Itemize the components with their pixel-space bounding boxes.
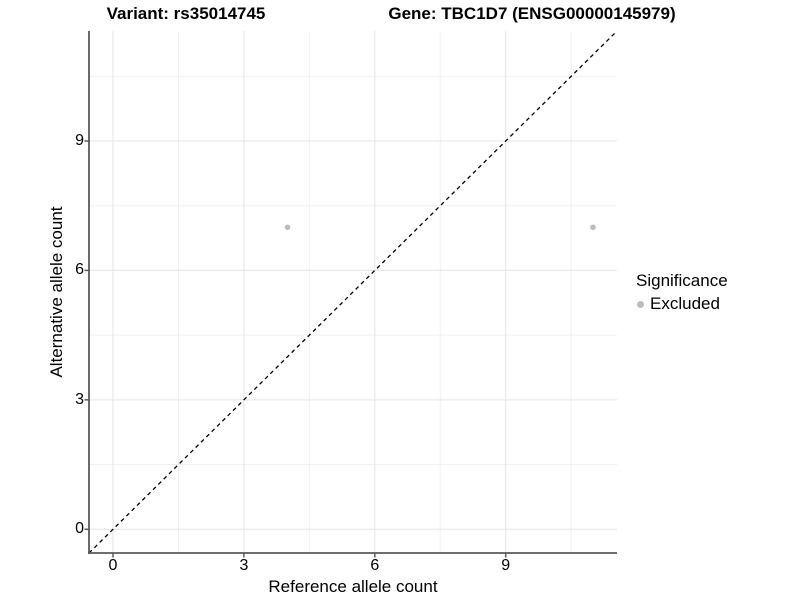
plot-title-gene: Gene: TBC1D7 (ENSG00000145979) [388,4,676,23]
y-tick-label: 3 [75,390,84,408]
data-point [590,224,596,231]
legend-point-icon [637,300,644,308]
y-tick-label: 6 [75,261,84,279]
plot-title-variant: Variant: rs35014745 [106,4,266,23]
legend-item-label: Excluded [650,294,720,313]
y-tick-label: 9 [75,132,84,149]
identity-line [88,30,618,554]
x-tick-label: 0 [108,557,118,574]
legend: Significance Excluded [636,271,728,314]
x-tick-label: 6 [370,557,380,574]
x-tick-label: 3 [239,557,249,574]
y-axis-title: Alternative allele count [47,206,66,378]
x-axis-title: Reference allele count [268,577,438,596]
x-tick-label: 9 [501,557,511,574]
legend-title: Significance [636,271,728,290]
y-tick-label: 0 [75,520,84,538]
data-point [284,224,291,231]
legend-item-excluded: Excluded [636,294,728,314]
